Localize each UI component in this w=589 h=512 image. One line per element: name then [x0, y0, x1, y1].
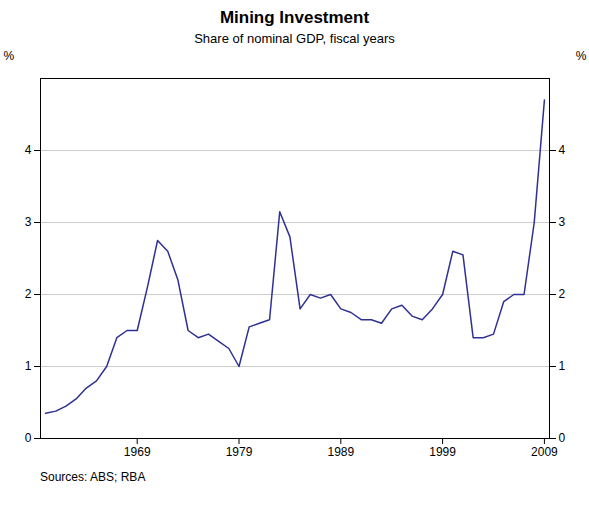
- svg-text:1979: 1979: [226, 445, 253, 459]
- svg-text:2009: 2009: [531, 445, 558, 459]
- svg-text:%: %: [4, 49, 15, 63]
- svg-text:3: 3: [559, 215, 566, 229]
- svg-text:0: 0: [559, 431, 566, 445]
- svg-text:1969: 1969: [124, 445, 151, 459]
- svg-text:1: 1: [25, 359, 32, 373]
- html-text:Sources: ABS; RBA: Sources: ABS; RBA: [40, 470, 146, 484]
- svg-text:4: 4: [25, 143, 32, 157]
- svg-text:1999: 1999: [429, 445, 456, 459]
- svg-text:0: 0: [25, 431, 32, 445]
- svg-text:1: 1: [559, 359, 566, 373]
- svg-text:1989: 1989: [327, 445, 354, 459]
- svg-text:2: 2: [559, 287, 566, 301]
- html-text:Share of nominal GDP, fiscal y: Share of nominal GDP, fiscal years: [194, 31, 395, 46]
- svg-text:2: 2: [25, 287, 32, 301]
- svg-text:4: 4: [559, 143, 566, 157]
- svg-text:%: %: [576, 49, 587, 63]
- html-text:Mining Investment: Mining Investment: [219, 8, 370, 27]
- svg-text:3: 3: [25, 215, 32, 229]
